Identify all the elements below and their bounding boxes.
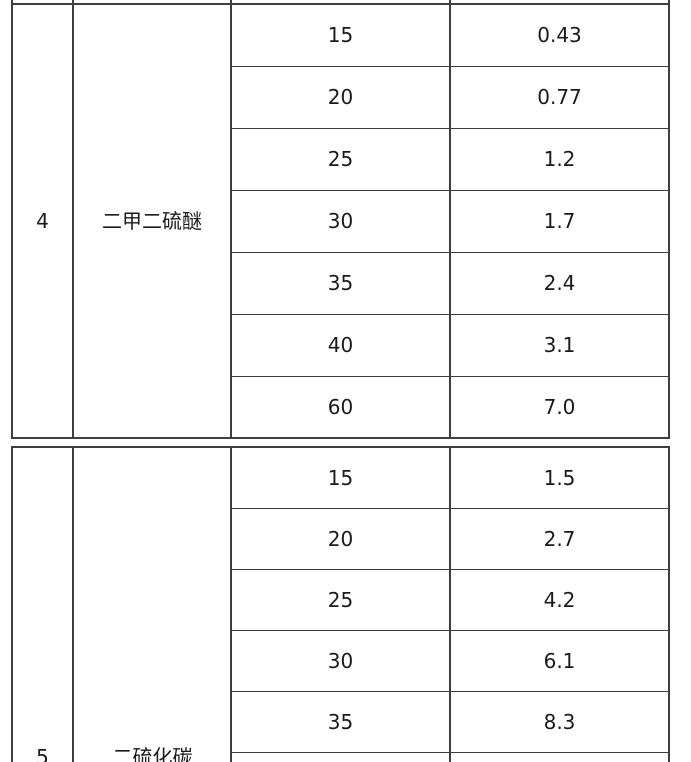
table-row: 60 7.0 xyxy=(12,375,669,438)
value-cell: 2.4 xyxy=(449,251,669,314)
temperature-cell: 35 xyxy=(230,690,450,752)
table-block-group-4: 4 二甲二硫醚 15 0.43 20 0.77 25 1.2 30 1.7 35… xyxy=(11,3,670,439)
table-row: 40 3.1 xyxy=(12,313,669,376)
top-border-stub xyxy=(449,0,451,3)
top-border-stub xyxy=(72,0,74,3)
value-cell xyxy=(449,751,669,762)
value-cell: 1.2 xyxy=(449,127,669,190)
temperature-cell: 60 xyxy=(230,375,450,438)
temperature-cell xyxy=(230,751,450,762)
value-cell: 4.2 xyxy=(449,568,669,630)
temperature-cell: 20 xyxy=(230,507,450,569)
table-block-group-5: 15 1.5 20 2.7 25 4.2 30 6.1 35 8.3 xyxy=(11,446,670,762)
chemical-name-label: 二硫化碳 xyxy=(112,745,193,762)
value-cell: 2.7 xyxy=(449,507,669,569)
temperature-cell: 40 xyxy=(230,313,450,376)
value-cell: 0.77 xyxy=(449,65,669,128)
group-index-cell: 4 xyxy=(11,3,73,438)
chemical-name-cell: 二甲二硫醚 xyxy=(72,3,231,438)
value-cell: 1.5 xyxy=(449,446,669,508)
table-row: 30 6.1 xyxy=(12,629,669,691)
table-row: 4 二甲二硫醚 15 0.43 xyxy=(11,3,669,438)
table-row: 15 1.5 xyxy=(11,446,669,762)
table-row: 25 1.2 xyxy=(12,127,669,190)
chemical-name-cell xyxy=(72,446,231,762)
value-cell: 7.0 xyxy=(449,375,669,438)
group-index-cell xyxy=(11,446,73,762)
temperature-cell: 30 xyxy=(230,189,450,252)
top-border-stub xyxy=(668,0,670,3)
table-row: 20 0.77 xyxy=(12,65,669,128)
temperature-cell: 30 xyxy=(230,629,450,691)
table-row: 20 2.7 xyxy=(12,507,669,569)
top-border-stub xyxy=(11,0,13,3)
top-border-stub xyxy=(230,0,232,3)
temperature-cell: 25 xyxy=(230,127,450,190)
temperature-cell: 20 xyxy=(230,65,450,128)
temperature-cell: 35 xyxy=(230,251,450,314)
temperature-cell: 25 xyxy=(230,568,450,630)
value-cell: 3.1 xyxy=(449,313,669,376)
temperature-cell: 15 xyxy=(230,3,450,66)
table-row: 35 8.3 xyxy=(12,690,669,752)
value-cell: 0.43 xyxy=(449,3,669,66)
table-row: 25 4.2 xyxy=(12,568,669,630)
table-row: 30 1.7 xyxy=(12,189,669,252)
value-cell: 6.1 xyxy=(449,629,669,691)
temperature-cell: 15 xyxy=(230,446,450,508)
value-cell: 8.3 xyxy=(449,690,669,752)
table-row xyxy=(12,751,669,762)
group-index-label: 5 xyxy=(36,745,49,762)
value-cell: 1.7 xyxy=(449,189,669,252)
table-row: 35 2.4 xyxy=(12,251,669,314)
